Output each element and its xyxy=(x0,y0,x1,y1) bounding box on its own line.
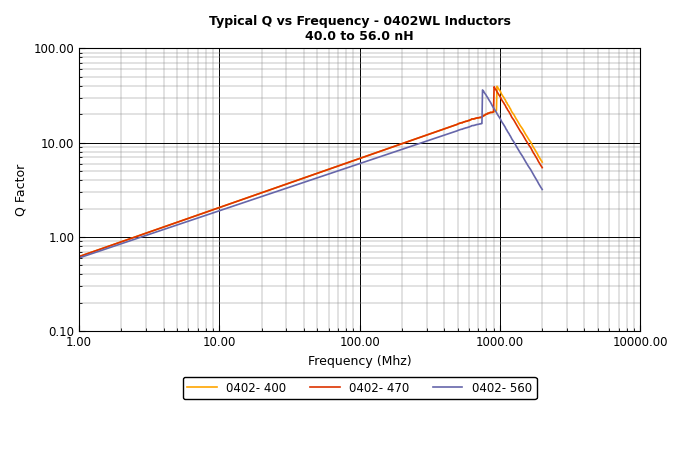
0402- 400 xyxy=(103,244,111,249)
0402- 470 xyxy=(356,156,364,161)
Line: 0402- 560: 0402- 560 xyxy=(79,90,542,258)
Title: Typical Q vs Frequency - 0402WL Inductors
40.0 to 56.0 nH: Typical Q vs Frequency - 0402WL Inductor… xyxy=(209,15,511,43)
0402- 470 xyxy=(103,244,111,249)
0402- 400 xyxy=(356,156,364,161)
0402- 400 xyxy=(538,159,546,165)
0402- 560 xyxy=(103,246,111,251)
0402- 560 xyxy=(478,87,486,93)
0402- 470 xyxy=(538,165,546,170)
0402- 470 xyxy=(474,115,482,121)
0402- 560 xyxy=(356,161,364,166)
0402- 560 xyxy=(344,165,352,170)
0402- 400 xyxy=(493,84,501,89)
Line: 0402- 470: 0402- 470 xyxy=(79,87,542,256)
0402- 470 xyxy=(426,131,434,136)
0402- 470 xyxy=(344,160,352,165)
0402- 470 xyxy=(490,84,498,90)
X-axis label: Frequency (Mhz): Frequency (Mhz) xyxy=(308,355,412,368)
0402- 560 xyxy=(75,255,83,261)
0402- 560 xyxy=(538,187,546,192)
0402- 560 xyxy=(370,156,378,162)
0402- 560 xyxy=(426,137,434,142)
0402- 400 xyxy=(344,160,352,165)
0402- 470 xyxy=(370,151,378,156)
Line: 0402- 400: 0402- 400 xyxy=(79,86,542,256)
0402- 400 xyxy=(75,254,83,259)
0402- 560 xyxy=(474,122,482,127)
0402- 400 xyxy=(370,151,378,156)
0402- 400 xyxy=(474,115,482,121)
Legend: 0402- 400, 0402- 470, 0402- 560: 0402- 400, 0402- 470, 0402- 560 xyxy=(182,377,537,399)
Y-axis label: Q Factor: Q Factor xyxy=(15,163,28,216)
0402- 470 xyxy=(75,254,83,259)
0402- 400 xyxy=(426,131,434,136)
